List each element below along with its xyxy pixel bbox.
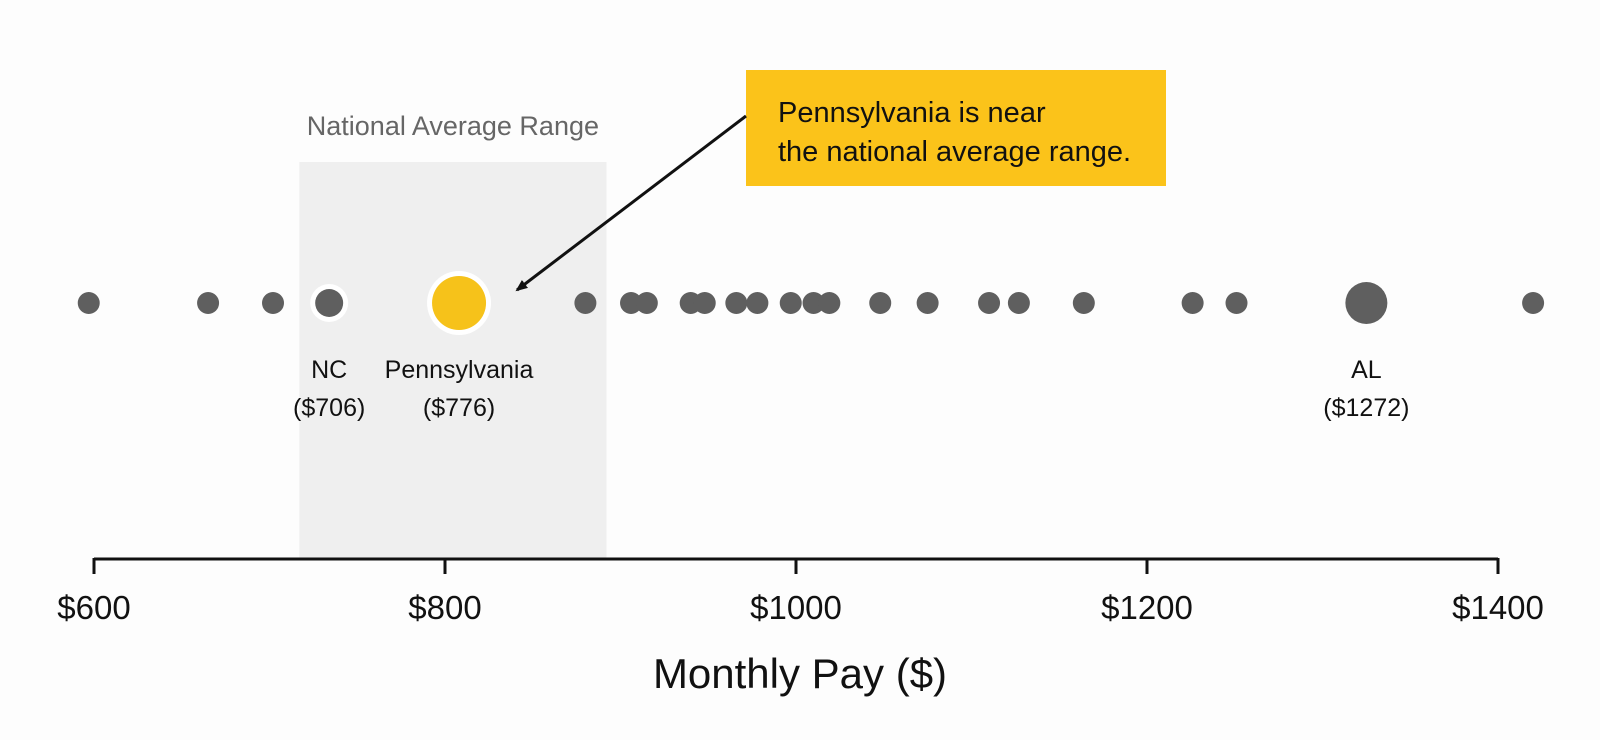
- x-tick-label-1400: $1400: [1452, 589, 1544, 626]
- point-17: [978, 292, 1001, 314]
- point-20: [1181, 292, 1204, 314]
- point-5: [574, 292, 597, 314]
- point-11: [746, 292, 769, 314]
- callout-line-1: Pennsylvania is near: [778, 97, 1046, 129]
- point-13: [802, 292, 825, 314]
- point-sublabel-pennsylvania: ($776): [423, 394, 495, 422]
- point-14: [818, 292, 841, 314]
- x-tick-label-1000: $1000: [750, 589, 842, 626]
- point-7: [635, 292, 658, 314]
- point-21: [1225, 292, 1248, 314]
- point-12: [779, 292, 802, 314]
- point-2: [262, 292, 285, 314]
- point-sublabel-al: ($1272): [1323, 394, 1409, 422]
- point-16: [916, 292, 939, 314]
- callout-line-2: the national average range.: [778, 136, 1131, 168]
- point-nc: [315, 289, 344, 317]
- point-pennsylvania: [432, 276, 487, 330]
- point-1: [197, 292, 220, 314]
- point-label-al: AL: [1351, 356, 1382, 384]
- callout-box: [746, 70, 1166, 186]
- point-23: [1522, 292, 1545, 314]
- point-10: [725, 292, 748, 314]
- point-9: [693, 292, 716, 314]
- x-tick-label-600: $600: [57, 589, 130, 626]
- point-19: [1072, 292, 1095, 314]
- point-0: [77, 292, 100, 314]
- point-al: [1345, 282, 1388, 324]
- band-label: National Average Range: [307, 111, 599, 141]
- point-6: [620, 292, 643, 314]
- callout-arrow: [515, 114, 747, 292]
- national-average-band: [299, 162, 607, 559]
- point-15: [869, 292, 892, 314]
- x-tick-label-1200: $1200: [1101, 589, 1193, 626]
- x-axis-title: Monthly Pay ($): [653, 650, 947, 697]
- x-tick-label-800: $800: [408, 589, 481, 626]
- point-18: [1007, 292, 1030, 314]
- point-sublabel-nc: ($706): [293, 394, 365, 422]
- point-label-pennsylvania: Pennsylvania: [385, 356, 534, 384]
- point-label-nc: NC: [311, 356, 347, 384]
